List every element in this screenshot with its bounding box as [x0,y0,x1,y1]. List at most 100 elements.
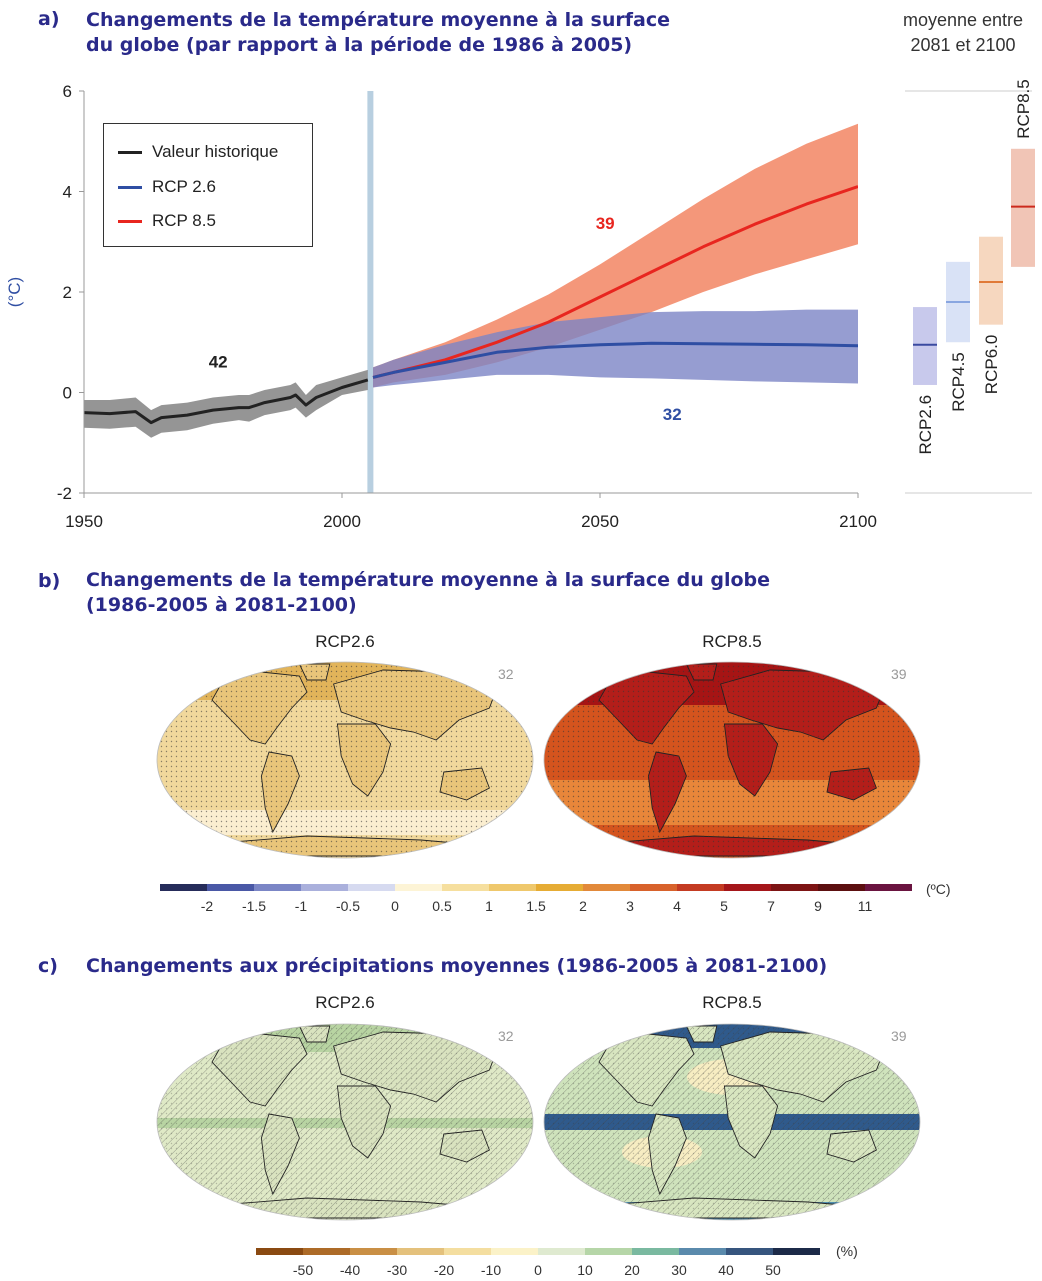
significance-overlay [544,662,920,858]
colorbar-tick-label: -2 [201,898,214,914]
colorbar-tick-label: -40 [340,1262,360,1278]
y-tick-label: 0 [63,384,72,403]
map-border [156,661,534,859]
side-note: moyenne entre 2081 et 2100 [888,8,1038,58]
x-tick-label: 1950 [65,512,103,531]
side-note-line1: moyenne entre [902,10,1024,30]
stippling-overlay [544,1024,920,1220]
side-bar-label-rcp60: RCP6.0 [982,335,1001,395]
colorbar-temperature: -2 -1.5 -1 -0.5 0 0.5 1 1.5 2 3 4 5 7 9 11 [160,884,912,914]
map-b-rcp26 [156,661,534,859]
count-label-historical: 42 [209,352,228,371]
map-b-rcp26-count: 32 [498,666,514,682]
colorbar-segment [865,884,912,891]
map-b-rcp85-title: RCP8.5 [702,632,762,651]
colorbar-segment [491,1248,538,1255]
map-border [543,661,921,859]
band-rcp26 [373,309,858,388]
colorbar-segment [395,884,442,891]
map-b-rcp85-count: 39 [891,666,907,682]
map-c-rcp85-title: RCP8.5 [702,993,762,1012]
colorbar-segment [536,884,583,891]
colorbar-segment [397,1248,444,1255]
y-tick-label: 4 [63,183,72,202]
map-c-rcp26-count: 32 [498,1028,514,1044]
x-tick-label: 2000 [323,512,361,531]
count-label-rcp26: 32 [663,405,682,424]
colorbar-segment [442,884,489,891]
colorbar-segment [583,884,630,891]
side-bar-label-rcp45: RCP4.5 [949,352,968,412]
colorbar-tick-label: 1.5 [526,898,546,914]
colorbar-tick-label: -0.5 [336,898,360,914]
y-tick-label: -2 [57,484,72,503]
colorbar-segment [256,1248,303,1255]
colorbar-tick-label: -20 [434,1262,454,1278]
colorbar-tick-label: -10 [481,1262,501,1278]
colorbar-tick-label: 9 [814,898,822,914]
colorbar-segment [677,884,724,891]
colorbar-segment [350,1248,397,1255]
colorbar-segment [303,1248,350,1255]
side-bar-label-rcp85: RCP8.5 [1014,79,1033,139]
colorbar-tick-label: 7 [767,898,775,914]
side-bar-rcp60 [979,236,1003,325]
colorbar-segment [726,1248,773,1255]
line-historical [84,378,369,425]
colorbar-tick-label: 10 [577,1262,593,1278]
colorbar-tick-label: 40 [718,1262,734,1278]
panel-c-title: Changements aux précipitations moyennes … [86,955,828,977]
colorbar-tick-label: 4 [673,898,681,914]
side-note-line2: 2081 et 2100 [910,35,1016,55]
colorbar-tick-label: -1.5 [242,898,266,914]
significance-overlay [157,662,533,858]
map-b-rcp85 [543,661,921,859]
map-border [543,1023,921,1221]
colorbar-tick-label: 2 [579,898,587,914]
panel-b-title-line2: (1986-2005 à 2081-2100) [86,594,357,616]
colorbar-segment [207,884,254,891]
panel-b-label: b) [38,570,61,592]
panel-b-title: Changements de la température moyenne à … [86,568,770,618]
line-rcp26 [372,341,858,379]
y-tick-label: 6 [63,82,72,101]
map-c-rcp26 [156,1023,534,1221]
panel-c-label: c) [38,955,58,977]
colorbar-tick-label: 1 [485,898,493,914]
map-c-rcp85-count: 39 [891,1028,907,1044]
colorbar-tick-label: -30 [387,1262,407,1278]
side-bar-label-rcp26: RCP2.6 [916,395,935,455]
legend-swatch-rcp26 [118,185,142,189]
colorbar-segment [771,884,818,891]
colorbar-tick-label: 5 [720,898,728,914]
panel-a-title-line2: du globe (par rapport à la période de 19… [86,34,633,56]
colorbar-tick-label: 20 [624,1262,640,1278]
legend-item-rcp85: RCP 8.5 [118,211,216,231]
colorbar-temperature-unit: (ºC) [926,881,951,897]
side-bar-rcp26 [913,307,937,385]
colorbar-segment [301,884,348,891]
stippling-overlay [157,1024,533,1220]
colorbar-segment [632,1248,679,1255]
colorbar-segment [630,884,677,891]
colorbar-tick-label: -1 [295,898,308,914]
colorbar-segment [444,1248,491,1255]
colorbar-segment [679,1248,726,1255]
legend-swatch-historical [118,150,142,154]
x-tick-label: 2100 [839,512,877,531]
colorbar-segment [160,884,207,891]
colorbar-segment [538,1248,585,1255]
colorbar-segment [773,1248,820,1255]
legend-item-rcp26: RCP 2.6 [118,177,216,197]
panel-b-title-line1: Changements de la température moyenne à … [86,569,771,591]
legend-swatch-rcp85 [118,219,142,223]
colorbar-tick-label: 0 [534,1262,542,1278]
legend-item-historical: Valeur historique [118,142,278,162]
colorbar-tick-label: 3 [626,898,634,914]
x-tick-label: 2050 [581,512,619,531]
map-border [156,1023,534,1221]
legend-label-rcp85: RCP 8.5 [152,211,216,230]
colorbar-segment [348,884,395,891]
period-divider [367,91,374,493]
